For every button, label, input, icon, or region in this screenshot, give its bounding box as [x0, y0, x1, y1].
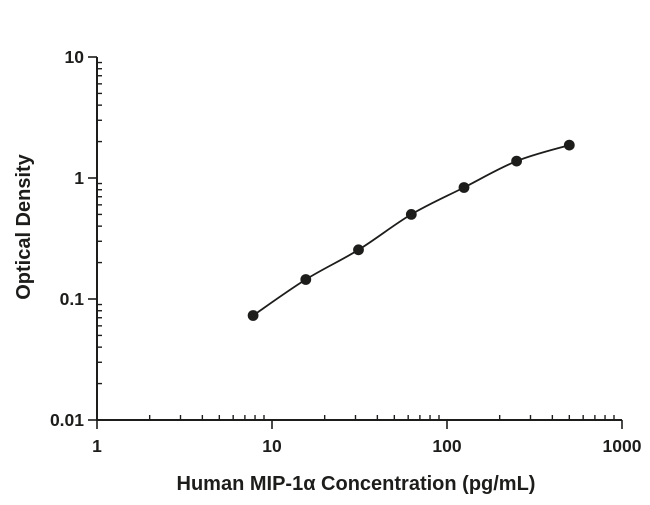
x-axis-title: Human MIP-1α Concentration (pg/mL): [177, 473, 536, 495]
data-point-marker: [247, 310, 259, 321]
y-tick-label: 10: [65, 47, 85, 67]
data-point-marker: [458, 182, 470, 193]
y-tick-label: 0.1: [60, 289, 85, 309]
x-tick-label: 10: [262, 436, 282, 456]
data-point-marker: [300, 274, 312, 285]
y-tick-label: 1: [74, 168, 84, 188]
x-tick-label: 100: [432, 436, 461, 456]
x-tick-label: 1: [92, 436, 102, 456]
data-point-marker: [511, 155, 522, 167]
y-axis-title: Optical Density: [13, 153, 35, 299]
data-point-marker: [563, 139, 575, 151]
standard-curve-line: [252, 144, 570, 317]
tick-label-layer: 1 10 100 1000 0.01 0.1 1 10: [50, 47, 642, 456]
series-layer: [247, 139, 575, 321]
data-point-marker: [405, 209, 417, 220]
y-tick-label: 0.01: [50, 410, 84, 430]
data-point-marker: [353, 244, 364, 256]
axes-layer: [88, 56, 623, 429]
x-tick-label: 1000: [603, 436, 642, 456]
